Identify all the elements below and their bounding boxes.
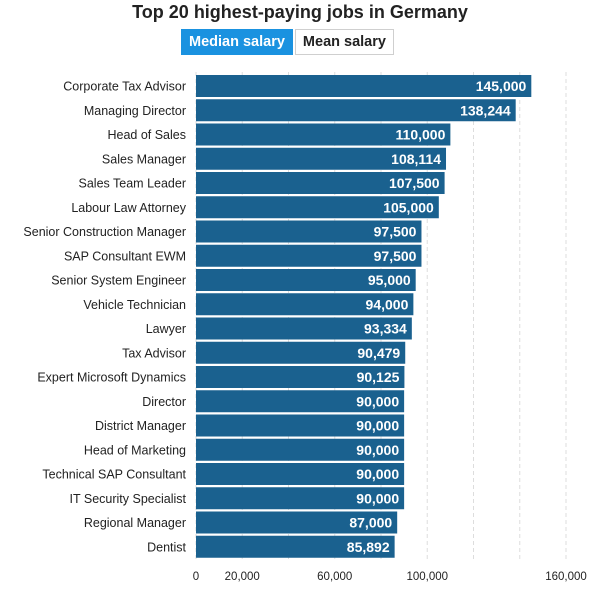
category-label: Labour Law Attorney: [71, 201, 186, 215]
x-tick-label: 20,000: [225, 571, 260, 583]
data-label: 107,500: [389, 175, 440, 191]
category-label: Expert Microsoft Dynamics: [37, 371, 186, 385]
bar: [196, 123, 451, 146]
bar: [196, 244, 422, 267]
data-label: 85,892: [347, 539, 390, 555]
data-label: 110,000: [396, 127, 446, 143]
mean-salary-button[interactable]: Mean salary: [294, 29, 394, 55]
data-label: 97,500: [374, 224, 417, 240]
bar: [196, 75, 532, 97]
data-label: 90,000: [356, 466, 399, 482]
x-tick-label: 0: [193, 571, 199, 583]
chart-title: Top 20 highest-paying jobs in Germany: [132, 2, 468, 22]
data-label: 90,479: [357, 345, 400, 361]
category-label: Lawyer: [146, 322, 186, 336]
data-label: 105,000: [383, 199, 434, 215]
bar: [196, 438, 405, 461]
bar: [196, 341, 406, 364]
bar: [196, 487, 405, 510]
bar: [196, 99, 516, 122]
bar: [196, 390, 405, 413]
bar: [196, 269, 416, 291]
data-label: 138,244: [460, 102, 511, 118]
bar: [196, 172, 445, 194]
data-label: 87,000: [349, 515, 392, 531]
bar: [196, 196, 439, 219]
data-label: 90,000: [356, 490, 399, 506]
data-label: 108,114: [391, 151, 441, 167]
data-label: 90,000: [356, 418, 399, 434]
data-label: 90,125: [357, 369, 400, 385]
category-label: Tax Advisor: [122, 346, 186, 360]
category-label: Managing Director: [84, 104, 186, 118]
bar: [196, 220, 422, 243]
data-label: 145,000: [476, 78, 527, 94]
x-tick-label: 160,000: [545, 571, 587, 583]
category-label: IT Security Specialist: [70, 492, 187, 506]
category-label: Corporate Tax Advisor: [63, 80, 186, 94]
category-label: District Manager: [95, 419, 186, 433]
data-label: 93,334: [364, 321, 407, 337]
category-label: Senior Construction Manager: [23, 225, 186, 239]
category-label: Regional Manager: [84, 516, 186, 530]
bar: [196, 317, 412, 340]
category-label: Sales Manager: [102, 152, 186, 166]
bar: [196, 414, 405, 437]
salary-toggle-group: Median salary Mean salary: [181, 29, 394, 55]
category-label: Vehicle Technician: [83, 298, 186, 312]
category-label: Sales Team Leader: [79, 177, 186, 191]
category-label: Senior System Engineer: [51, 274, 186, 288]
category-label: SAP Consultant EWM: [64, 249, 186, 263]
data-label: 97,500: [374, 248, 417, 264]
data-label: 95,000: [368, 272, 411, 288]
category-label: Director: [142, 395, 186, 409]
bar: [196, 463, 405, 485]
category-label: Technical SAP Consultant: [42, 468, 186, 482]
median-salary-button[interactable]: Median salary: [181, 29, 293, 55]
x-tick-label: 100,000: [406, 571, 448, 583]
bar: [196, 535, 395, 558]
category-label: Head of Marketing: [84, 443, 186, 457]
data-label: 90,000: [356, 442, 399, 458]
category-label: Dentist: [147, 540, 186, 554]
bar: [196, 366, 405, 388]
data-label: 94,000: [366, 296, 409, 312]
data-label: 90,000: [356, 393, 399, 409]
x-tick-label: 60,000: [317, 571, 352, 583]
bar: [196, 511, 398, 534]
category-label: Head of Sales: [107, 128, 186, 142]
bar: [196, 293, 414, 316]
bar: [196, 147, 447, 170]
